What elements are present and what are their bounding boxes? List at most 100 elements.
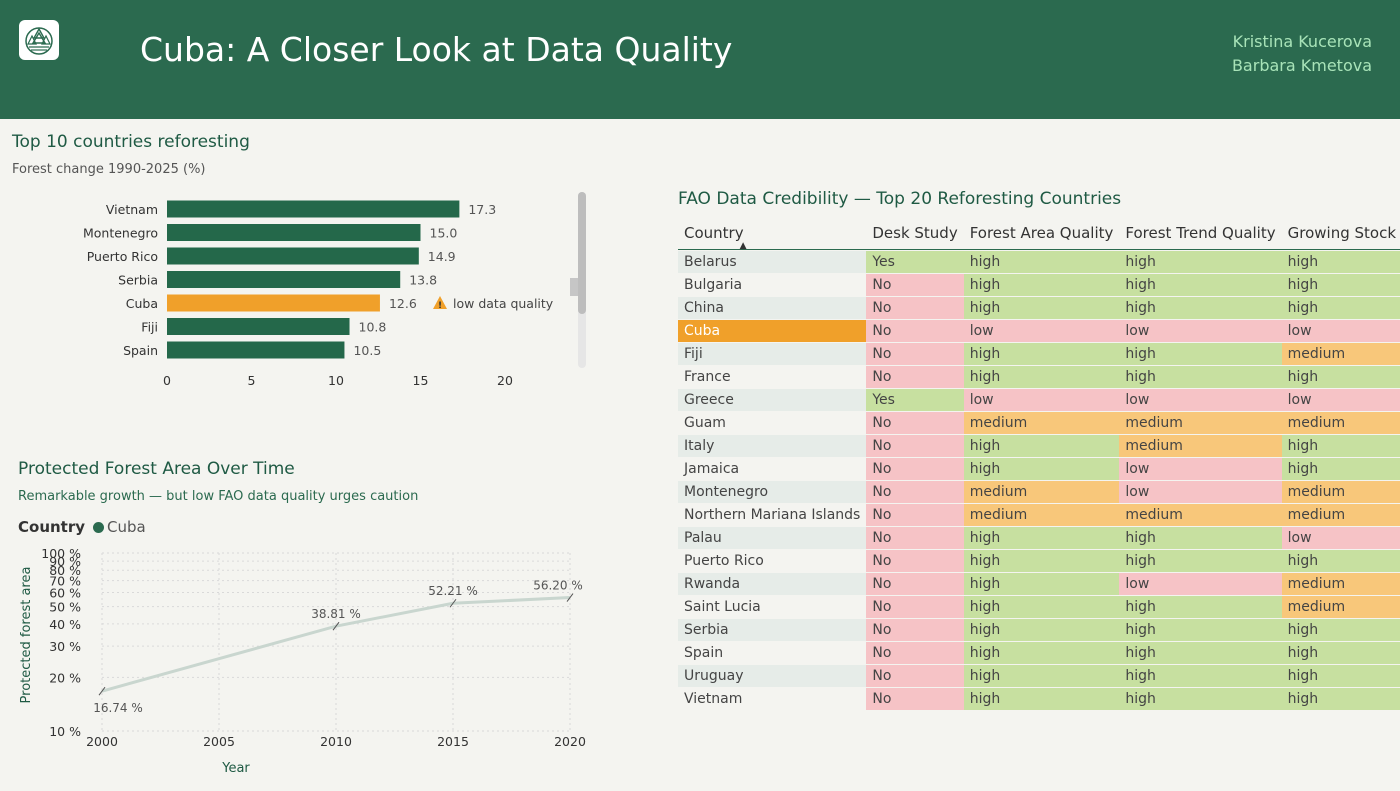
x-tick-label: 0 (163, 373, 171, 388)
quality-cell: medium (1119, 435, 1282, 457)
quality-cell: low (963, 320, 1120, 342)
table-row[interactable]: France No high high high (678, 366, 1400, 388)
country-cell: Fiji (678, 343, 867, 365)
quality-cell: high (1281, 665, 1400, 687)
quality-cell: low (1119, 389, 1282, 411)
quality-cell: high (963, 251, 1120, 273)
quality-cell: high (1119, 251, 1282, 273)
table-row[interactable]: Puerto Rico No high high high (678, 550, 1400, 572)
data-label: 52.21 % (428, 584, 478, 598)
desk-study-cell: No (866, 596, 964, 618)
desk-study-cell: No (866, 527, 964, 549)
y-tick-label: 10 % (49, 724, 81, 739)
country-cell: Greece (678, 389, 867, 411)
column-header-country[interactable]: Country ▲ (678, 217, 867, 251)
country-cell: France (678, 366, 867, 388)
column-header-growing-stock[interactable]: Growing Stock (1281, 217, 1400, 250)
data-credibility-table: Country ▲ Desk Study Forest Area Quality … (678, 216, 1400, 711)
quality-cell: low (1119, 320, 1282, 342)
quality-cell: high (1119, 642, 1282, 664)
quality-cell: medium (1119, 504, 1282, 526)
table-row[interactable]: Fiji No high high medium (678, 343, 1400, 365)
x-tick-label: 2020 (554, 734, 586, 749)
warning-icon: ! (433, 296, 447, 311)
quality-cell: high (1281, 642, 1400, 664)
y-tick-label: 60 % (49, 585, 81, 600)
y-tick-label: 50 % (49, 600, 81, 615)
quality-cell: low (1281, 527, 1400, 549)
quality-cell: medium (1119, 412, 1282, 434)
table-row[interactable]: Montenegro No medium low medium (678, 481, 1400, 503)
bar-chart-subtitle: Forest change 1990-2025 (%) (12, 162, 206, 177)
x-axis-label: Year (221, 761, 250, 776)
desk-study-cell: No (866, 274, 964, 296)
quality-cell: medium (963, 412, 1120, 434)
y-tick-label: 20 % (49, 670, 81, 685)
country-cell: Saint Lucia (678, 596, 867, 618)
table-row[interactable]: Belarus Yes high high high (678, 251, 1400, 273)
quality-cell: high (1119, 550, 1282, 572)
column-header-forest-area-quality[interactable]: Forest Area Quality (963, 217, 1120, 250)
quality-cell: low (1119, 458, 1282, 480)
y-tick-label: 30 % (49, 639, 81, 654)
table-row[interactable]: Northern Mariana Islands No medium medium me… (678, 504, 1400, 526)
x-tick-label: 2010 (320, 734, 352, 749)
table-row[interactable]: Uruguay No high high high (678, 665, 1400, 687)
sort-ascending-icon[interactable]: ▲ (739, 241, 747, 251)
line-chart-subtitle: Remarkable growth — but low FAO data qua… (18, 489, 419, 504)
bar-value-label: 12.6 (389, 296, 417, 311)
table-row[interactable]: Spain No high high high (678, 642, 1400, 664)
table-row[interactable]: Greece Yes low low low (678, 389, 1400, 411)
table-row[interactable]: Italy No high medium high (678, 435, 1400, 457)
country-cell: Puerto Rico (678, 550, 867, 572)
quality-cell: medium (963, 481, 1120, 503)
column-header-desk-study[interactable]: Desk Study (866, 217, 964, 250)
desk-study-cell: No (866, 665, 964, 687)
country-cell: Bulgaria (678, 274, 867, 296)
table-row[interactable]: China No high high high (678, 297, 1400, 319)
quality-cell: high (963, 435, 1120, 457)
quality-cell: high (1119, 527, 1282, 549)
bar-category-label: Montenegro (83, 226, 158, 241)
bar (167, 318, 350, 335)
y-tick-label: 80 % (49, 563, 81, 578)
table-row[interactable]: Rwanda No high low medium (678, 573, 1400, 595)
desk-study-cell: No (866, 297, 964, 319)
desk-study-cell: No (866, 573, 964, 595)
scroll-indicator (570, 278, 578, 296)
bar-chart-scrollbar[interactable] (578, 192, 586, 368)
table-row[interactable]: Vietnam No high high high (678, 688, 1400, 710)
x-tick-label: 2015 (437, 734, 469, 749)
scrollbar-thumb[interactable] (578, 192, 586, 314)
column-header-forest-trend-quality[interactable]: Forest Trend Quality (1119, 217, 1282, 250)
table-row[interactable]: Jamaica No high low high (678, 458, 1400, 480)
table-row[interactable]: Palau No high high low (678, 527, 1400, 549)
data-point-marker (332, 621, 340, 631)
quality-cell: high (1119, 688, 1282, 710)
quality-cell: high (1119, 619, 1282, 641)
quality-cell: high (963, 665, 1120, 687)
legend-item[interactable]: Cuba (107, 518, 146, 536)
desk-study-cell: No (866, 481, 964, 503)
quality-cell: high (963, 688, 1120, 710)
bar (167, 247, 419, 265)
table-row[interactable]: Cuba No low low low (678, 320, 1400, 342)
quality-cell: high (1119, 596, 1282, 618)
x-tick-label: 2000 (86, 734, 118, 749)
bar (167, 200, 460, 218)
quality-cell: medium (1281, 412, 1400, 434)
table-row[interactable]: Serbia No high high high (678, 619, 1400, 641)
country-cell: Uruguay (678, 665, 867, 687)
quality-cell: high (1119, 366, 1282, 388)
data-label: 38.81 % (311, 607, 361, 621)
quality-cell: high (963, 550, 1120, 572)
bar (167, 294, 380, 312)
quality-cell: high (963, 619, 1120, 641)
table-row[interactable]: Guam No medium medium medium (678, 412, 1400, 434)
dashboard-header: Cuba: A Closer Look at Data Quality Kris… (0, 0, 1400, 119)
bar-chart-title: Top 10 countries reforesting (12, 132, 250, 152)
bar-value-label: 13.8 (409, 273, 437, 288)
quality-cell: medium (1281, 504, 1400, 526)
table-row[interactable]: Saint Lucia No high high medium (678, 596, 1400, 618)
table-row[interactable]: Bulgaria No high high high (678, 274, 1400, 296)
